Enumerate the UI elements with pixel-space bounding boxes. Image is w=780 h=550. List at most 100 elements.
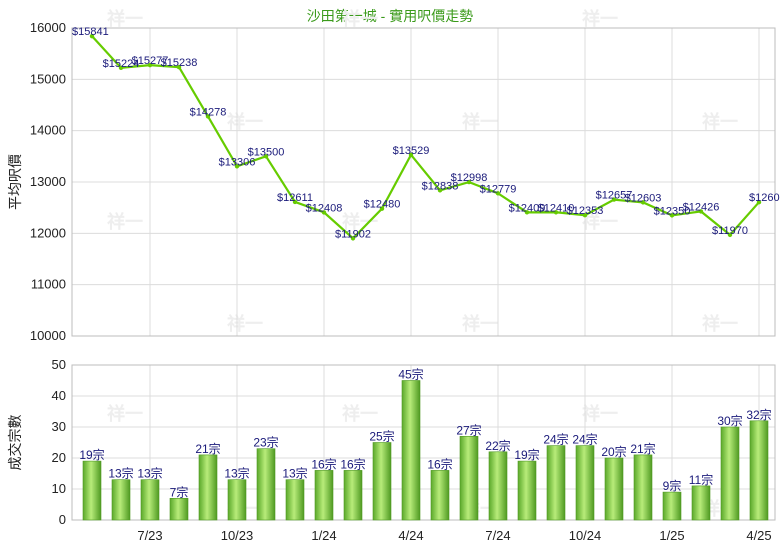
volume-bar [401,380,421,521]
price-point [698,209,704,214]
price-chart: 祥一祥一祥一祥一祥一祥一祥一祥一祥一祥一祥一祥一祥一祥一祥一祥一祥一祥一1000… [30,8,780,519]
plot-frame [71,27,776,337]
price-point [437,188,443,193]
volume-data-label: 24宗 [572,432,597,447]
volume-bar [169,497,189,521]
volume-data-label: 16宗 [340,456,365,471]
x-tick-label: 1/25 [659,528,684,543]
price-data-label: $13529 [393,145,430,157]
price-point [205,114,211,119]
price-point [553,210,559,215]
price-data-label: $12607 [749,192,780,204]
volume-bar [430,470,450,521]
price-data-label: $12409 [509,202,546,214]
watermark-text: 祥一 [107,8,143,29]
price-data-label: $12410 [538,202,575,214]
watermark-text: 祥一 [582,403,618,424]
volume-bar [575,445,595,521]
price-point [89,33,95,39]
price-data-label: $12838 [422,180,459,192]
price-data-label: $12426 [683,201,720,213]
price-y-axis-label: 平均呎價 [7,154,23,210]
volume-bar [314,470,334,521]
volume-data-label: 16宗 [311,456,336,471]
volume-bar [372,442,392,521]
volume-data-label: 13宗 [108,466,133,481]
y-tick-label: 50 [52,357,66,372]
price-point [466,179,472,185]
y-tick-label: 10 [52,481,66,496]
price-point [669,213,675,218]
price-point [263,154,269,159]
price-point [350,236,356,241]
price-data-label: $14278 [190,106,227,118]
price-point [640,200,646,205]
volume-bar [720,426,740,521]
y-tick-label: 16000 [30,20,66,35]
price-data-label: $15841 [72,26,109,38]
volume-data-label: 13宗 [137,466,162,481]
volume-data-label: 24宗 [543,432,568,447]
volume-bar [140,479,160,521]
watermark-text: 祥一 [342,8,378,29]
price-data-label: $12998 [451,172,488,184]
volume-bar [546,445,566,521]
volume-data-label: 23宗 [253,435,278,450]
watermark-text: 祥一 [582,8,618,29]
price-point [379,206,385,211]
price-point [582,213,588,218]
price-point [292,199,298,205]
volume-data-label: 13宗 [224,466,249,481]
price-data-label: $12408 [306,202,343,214]
price-data-label: $12657 [596,190,633,202]
volume-data-label: 19宗 [79,447,104,462]
volume-data-label: 30宗 [717,413,742,428]
price-point [727,232,733,238]
volume-bar [488,451,508,521]
volume-y-axis-label: 成交宗數 [7,415,23,471]
volume-data-label: 45宗 [398,367,423,382]
volume-data-label: 21宗 [630,441,655,456]
plot-frame [71,364,776,521]
watermark-text: 祥一 [227,313,263,334]
volume-data-label: 21宗 [195,441,220,456]
price-point [176,64,182,70]
watermark-text: 祥一 [227,111,263,132]
price-point [147,62,153,68]
price-data-label: $11970 [712,225,748,237]
y-tick-label: 11000 [31,277,66,292]
price-point [756,199,762,205]
price-data-label: $13306 [219,156,256,168]
x-tick-label: 10/24 [569,528,602,543]
price-data-label: $12480 [364,199,401,211]
x-tick-label: 1/24 [311,528,336,543]
volume-bar [82,460,102,521]
price-data-label: $12350 [654,205,691,217]
volume-data-label: 11宗 [689,472,713,487]
y-tick-label: 20 [52,450,66,465]
price-data-label: $13500 [248,146,285,158]
y-tick-label: 14000 [30,123,66,138]
price-point [495,191,501,196]
price-point [321,210,327,215]
x-tick-label: 10/23 [221,528,254,543]
price-point [118,65,124,71]
price-data-label: $12779 [480,183,517,195]
price-data-label: $11902 [335,228,371,240]
volume-data-label: 16宗 [427,456,452,471]
watermark-text: 祥一 [702,111,738,132]
volume-data-label: 27宗 [456,422,481,437]
price-data-label: $15238 [161,57,198,69]
volume-bar [517,460,537,521]
volume-data-label: 20宗 [601,444,626,459]
price-data-label: $12353 [567,205,604,217]
y-tick-label: 30 [52,419,66,434]
volume-bar [111,479,131,521]
volume-bar [256,448,276,521]
volume-data-label: 32宗 [746,407,771,422]
volume-bar [633,454,653,521]
volume-bar [749,420,769,521]
y-tick-label: 15000 [30,71,66,86]
watermark-text: 祥一 [107,403,143,424]
